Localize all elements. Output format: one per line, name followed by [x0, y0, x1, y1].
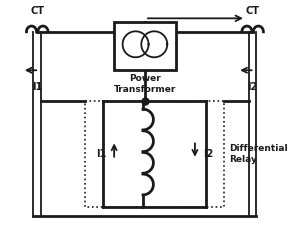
- Text: I1: I1: [32, 82, 42, 92]
- Text: Differential
Relay: Differential Relay: [230, 144, 288, 164]
- Text: I1: I1: [96, 149, 106, 159]
- Bar: [85, 101, 224, 207]
- Text: Power
Transformer: Power Transformer: [114, 74, 176, 94]
- Text: CT: CT: [30, 6, 44, 16]
- Text: I2: I2: [202, 149, 213, 159]
- Text: CT: CT: [246, 6, 260, 16]
- Text: I2: I2: [248, 82, 258, 92]
- Bar: [114, 22, 176, 70]
